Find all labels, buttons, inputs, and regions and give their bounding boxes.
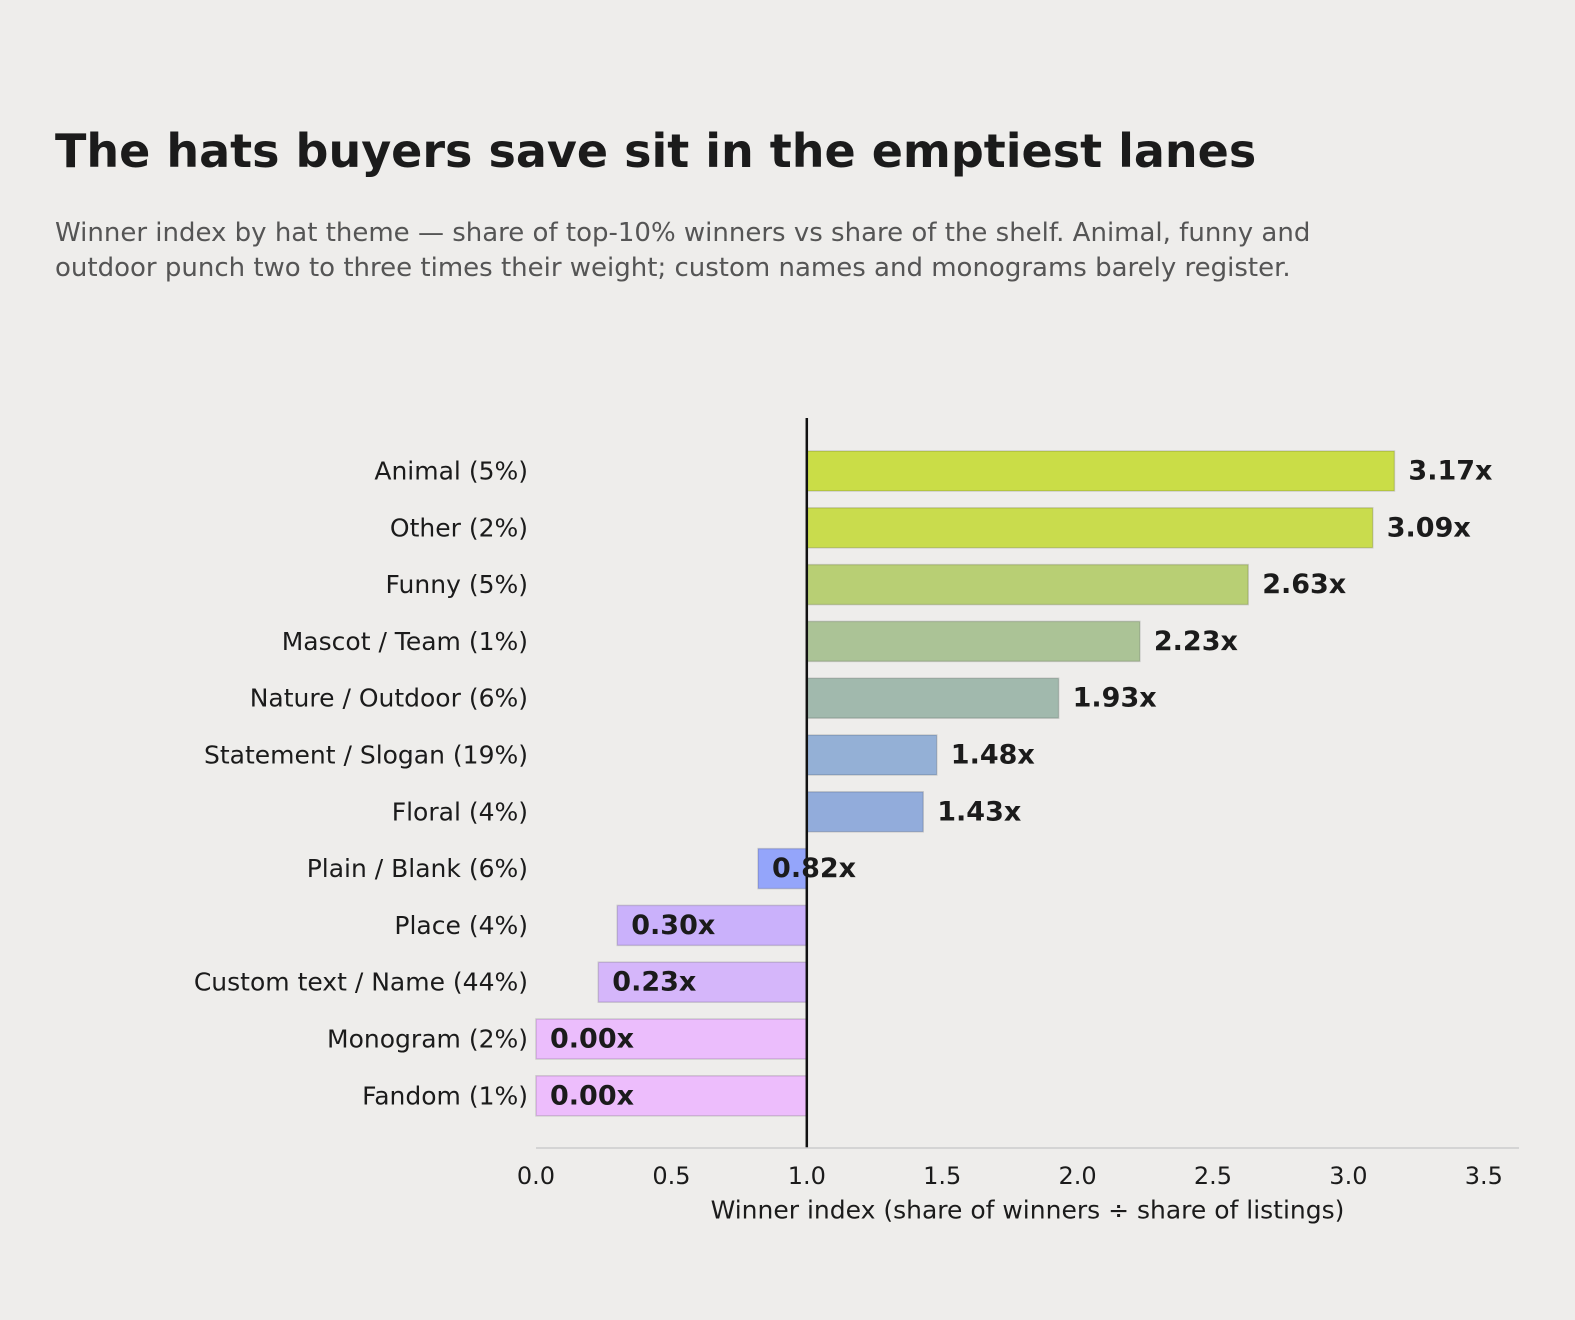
- value-label: 1.48x: [951, 740, 1035, 771]
- x-tick-label: 0.0: [517, 1162, 555, 1190]
- category-label: Other (2%): [390, 513, 528, 542]
- value-label: 1.93x: [1073, 683, 1157, 714]
- category-label: Plain / Blank (6%): [307, 854, 528, 883]
- value-label: 0.00x: [550, 1080, 634, 1111]
- category-label: Monogram (2%): [327, 1025, 528, 1054]
- x-tick-label: 3.0: [1329, 1162, 1367, 1190]
- bar: [616, 904, 808, 947]
- category-label: Fandom (1%): [362, 1081, 528, 1110]
- value-label: 0.00x: [550, 1024, 634, 1055]
- category-label: Mascot / Team (1%): [282, 627, 528, 656]
- x-axis-ticks: 0.0 0.5 1.0 1.5 2.0 2.5 3.0 3.5: [517, 1162, 1503, 1190]
- x-tick-label: 2.5: [1194, 1162, 1232, 1190]
- chart-title: The hats buyers save sit in the emptiest…: [55, 124, 1257, 178]
- bar: [597, 961, 808, 1003]
- bar: [535, 1018, 808, 1060]
- bar: [806, 563, 1249, 606]
- category-label: Floral (4%): [392, 797, 528, 826]
- value-label: 3.09x: [1387, 512, 1471, 543]
- category-label: Nature / Outdoor (6%): [250, 684, 528, 713]
- bar: [535, 1075, 808, 1117]
- x-tick-label: 1.5: [923, 1162, 961, 1190]
- x-tick-label: 0.5: [652, 1162, 690, 1190]
- category-labels: Animal (5%) Other (2%) Funny (5%) Mascot / …: [194, 457, 528, 1111]
- value-label: 3.17x: [1408, 456, 1492, 487]
- bar: [806, 450, 1396, 492]
- category-label: Place (4%): [394, 911, 528, 940]
- category-label: Funny (5%): [386, 570, 528, 599]
- x-axis-label: Winner index (share of winners ÷ share o…: [711, 1196, 1345, 1225]
- value-label: 0.30x: [631, 910, 715, 941]
- value-label: 2.63x: [1262, 569, 1346, 600]
- bar: [806, 677, 1060, 719]
- category-label: Animal (5%): [374, 457, 528, 486]
- x-tick-label: 1.0: [788, 1162, 826, 1190]
- x-tick-label: 3.5: [1465, 1162, 1503, 1190]
- bar: [806, 507, 1374, 549]
- bar: [806, 734, 938, 776]
- value-label: 1.43x: [937, 796, 1021, 827]
- bar: [806, 791, 924, 833]
- chart-subtitle: Winner index by hat theme — share of top…: [55, 218, 1311, 283]
- value-label: 2.23x: [1154, 626, 1238, 657]
- bar: [806, 620, 1141, 663]
- value-label: 0.82x: [772, 853, 856, 884]
- value-labels: 3.17x 3.09x 2.63x 2.23x 1.93x 1.48x 1.43x 0.82x…: [550, 456, 1492, 1112]
- bars-layer: [535, 450, 1396, 1117]
- category-label: Custom text / Name (44%): [194, 968, 528, 997]
- x-tick-label: 2.0: [1059, 1162, 1097, 1190]
- category-label: Statement / Slogan (19%): [204, 741, 528, 770]
- value-label: 0.23x: [612, 967, 696, 998]
